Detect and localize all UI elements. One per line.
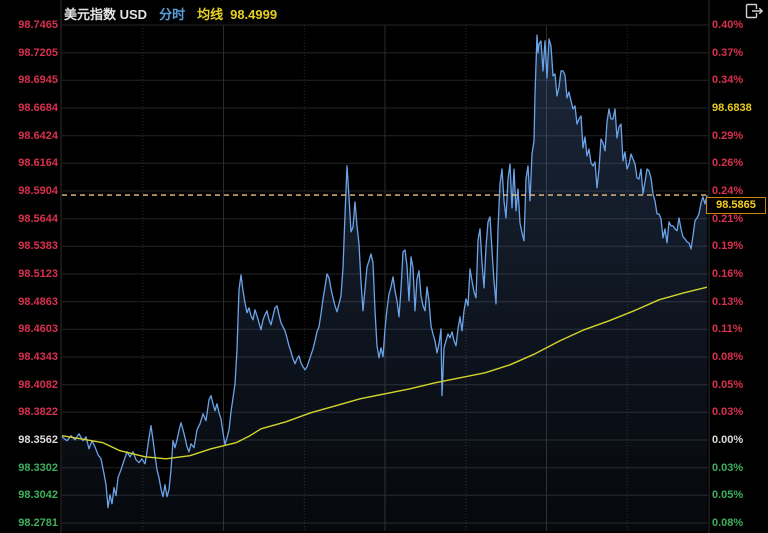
left-price-axis: 98.7465 98.7205 98.6945 98.6684 98.6424 98.61… (2, 0, 58, 533)
axis-percent-label: 0.34% (712, 74, 744, 87)
axis-percent-label: 0.08% (712, 351, 744, 363)
axis-percent-label: 0.13% (712, 295, 744, 308)
axis-price-label: 98.3042 (18, 489, 58, 502)
price-area-fill (62, 35, 707, 531)
axis-price-label: 98.6945 (18, 74, 58, 87)
chart-header: 美元指数 USD 分时 均线 98.4999 (64, 4, 277, 23)
axis-price-label: 98.5123 (18, 268, 58, 280)
axis-percent-label: 0.08% (712, 517, 744, 529)
axis-percent-label: 0.21% (712, 212, 744, 225)
axis-price-label: 98.4863 (18, 295, 58, 308)
axis-price-label: 98.4603 (18, 323, 58, 336)
axis-percent-label: 0.24% (712, 185, 744, 197)
price-line (61, 34, 708, 509)
ma-legend-value: 98.4999 (230, 7, 278, 22)
axis-percent-label: 0.03% (712, 461, 744, 474)
axis-percent-label: 0.26% (712, 157, 744, 170)
axis-price-label: 98.5904 (18, 185, 58, 197)
axis-percent-label: 0.29% (712, 129, 744, 142)
expand-right-icon[interactable] (744, 3, 766, 21)
axis-percent-label: 0.11% (712, 323, 743, 336)
axis-percent-label: 0.05% (712, 489, 744, 502)
axis-price-label: 98.4082 (18, 378, 58, 391)
axis-price-label: 98.6424 (18, 129, 58, 142)
axis-price-label: 98.6684 (18, 102, 58, 114)
axis-price-label: 98.7205 (18, 46, 58, 59)
tab-timeshare[interactable]: 分时 (159, 7, 186, 22)
right-percent-axis: 0.40% 0.37% 0.34% 98.6838 0.29% 0.26% 0.24% 0.2… (712, 0, 766, 533)
axis-price-label: 98.7465 (18, 19, 58, 31)
axis-percent-label: 0.37% (712, 46, 744, 59)
axis-price-label: 98.5383 (18, 240, 58, 253)
ma-line (61, 286, 708, 460)
axis-price-label: 98.6164 (18, 157, 58, 170)
axis-price-label: 98.2781 (18, 517, 58, 529)
secondary-price-label: 98.6838 (712, 102, 752, 114)
axis-percent-label: 0.40% (712, 19, 744, 31)
ma-legend-label: 均线 (197, 7, 224, 22)
axis-percent-label: 0.00% (712, 434, 744, 446)
axis-percent-label: 0.03% (712, 406, 744, 419)
axis-percent-label: 0.16% (712, 268, 744, 280)
axis-price-label: 98.3302 (18, 461, 58, 474)
current-price-badge: 98.5865 (706, 197, 766, 214)
axis-percent-label: 0.05% (712, 378, 744, 391)
axis-price-label: 98.5644 (18, 212, 58, 225)
symbol-title: 美元指数 USD (64, 7, 148, 22)
axis-price-label: 98.4343 (18, 351, 58, 363)
axis-price-label: 98.3562 (18, 434, 58, 446)
axis-price-label: 98.3822 (18, 406, 58, 419)
axis-percent-label: 0.19% (712, 240, 744, 253)
